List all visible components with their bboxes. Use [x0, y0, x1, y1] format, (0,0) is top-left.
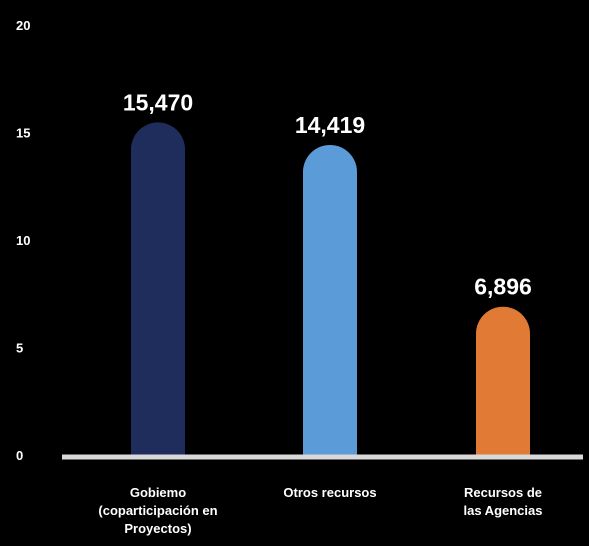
x-axis-category-labels: Gobiemo (coparticipación en Proyectos) Otro…: [98, 485, 542, 536]
y-tick-label: 10: [16, 233, 30, 248]
x-tick-label: Otros recursos: [283, 485, 376, 500]
bar: [476, 306, 530, 455]
y-axis-ticks: 0 5 10 15 20: [16, 18, 30, 463]
bars: [131, 122, 530, 455]
bar: [303, 144, 357, 455]
y-tick-label: 15: [16, 126, 30, 141]
data-label: 6,896: [474, 274, 532, 300]
data-label: 15,470: [123, 89, 193, 115]
y-tick-label: 20: [16, 18, 30, 33]
bar: [131, 122, 185, 455]
x-tick-label: Gobiemo (coparticipación en Proyectos): [98, 485, 217, 536]
x-tick-label: Recursos de las Agencias: [463, 485, 542, 518]
y-tick-label: 5: [16, 341, 23, 356]
y-tick-label: 0: [16, 448, 23, 463]
data-labels: 15,470 14,419 6,896: [123, 89, 532, 299]
data-label: 14,419: [295, 112, 365, 138]
